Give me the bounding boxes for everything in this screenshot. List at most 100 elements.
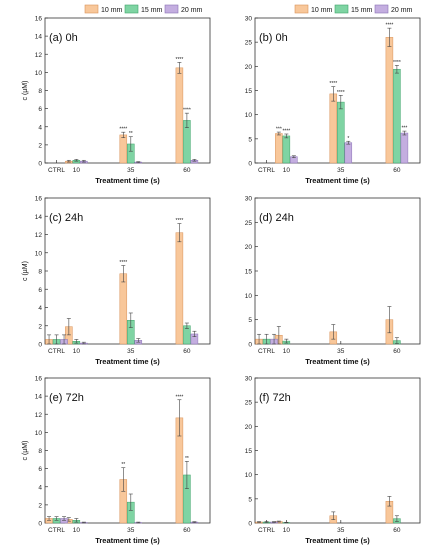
y-tick-label: 10: [245, 112, 253, 119]
y-tick-label: 0: [248, 342, 252, 349]
x-axis-title: Treatment time (s): [95, 176, 160, 185]
y-tick-label: 8: [38, 448, 42, 455]
legend-label: 15 mm: [141, 7, 163, 14]
y-tick-label: 14: [35, 394, 43, 401]
x-tick-label: CTRL: [48, 167, 65, 174]
bar-15mm: [393, 68, 401, 164]
x-axis-title: Treatment time (s): [95, 357, 160, 366]
y-axis-title: c (µM): [22, 441, 29, 461]
y-tick-label: 12: [35, 52, 43, 59]
x-tick-label: 60: [183, 167, 191, 174]
y-tick-label: 4: [38, 484, 42, 491]
y-tick-label: 10: [35, 70, 43, 77]
x-tick-label: 60: [183, 348, 191, 355]
panel-label: (b) 0h: [259, 32, 288, 44]
legend-label: 20 mm: [181, 7, 203, 14]
significance-mark: ***: [276, 127, 282, 133]
legend-swatch: [294, 4, 309, 14]
x-tick-label: 35: [337, 167, 345, 174]
y-tick-label: 5: [248, 317, 252, 324]
x-tick-label: 10: [283, 348, 291, 355]
y-tick-label: 20: [245, 64, 253, 71]
y-tick-label: 20: [245, 424, 253, 431]
bar-15mm: [282, 135, 291, 164]
y-tick-label: 10: [35, 250, 43, 257]
chart-panel: 0 5 10 15 20 25 30 CTRL 10 35 60 (d) 24h Treatment t…: [245, 196, 421, 366]
y-tick-label: 30: [245, 16, 253, 23]
y-tick-label: 14: [35, 214, 43, 221]
y-tick-label: 0: [38, 161, 42, 168]
y-tick-label: 10: [245, 293, 253, 300]
y-tick-label: 6: [38, 106, 42, 113]
y-tick-label: 8: [38, 88, 42, 95]
y-axis-title: c (µM): [22, 261, 29, 281]
y-tick-label: 5: [248, 136, 252, 143]
x-tick-label: 60: [183, 527, 191, 534]
bar-20mm: [344, 142, 353, 164]
chart-panel: 0 2 4 6 8 10 12 14 16 CTRL 10 35 60 **** **** (c) 24h Tr…: [22, 196, 211, 366]
y-tick-label: 4: [38, 305, 42, 312]
legend-label: 20 mm: [391, 7, 413, 14]
x-axis-title: Treatment time (s): [305, 357, 370, 366]
y-tick-label: 2: [38, 323, 42, 330]
significance-mark: **: [185, 456, 189, 462]
significance-mark: ****: [119, 127, 127, 133]
bar-10mm: [175, 67, 184, 164]
bar-10mm: [119, 273, 128, 345]
y-tick-label: 2: [38, 142, 42, 149]
x-tick-label: 35: [337, 348, 345, 355]
significance-mark: ****: [329, 81, 337, 87]
bar-20mm: [400, 132, 409, 164]
y-tick-label: 15: [245, 448, 253, 455]
x-tick-label: 10: [73, 348, 81, 355]
x-tick-label: 35: [127, 167, 135, 174]
x-tick-label: 35: [127, 348, 135, 355]
x-tick-label: CTRL: [258, 527, 275, 534]
x-tick-label: 10: [283, 167, 291, 174]
significance-mark: ****: [337, 90, 345, 96]
panel-label: (e) 72h: [49, 392, 84, 404]
bar-10mm: [175, 232, 184, 345]
x-axis-title: Treatment time (s): [95, 536, 160, 545]
y-tick-label: 5: [248, 496, 252, 503]
panel-label: (f) 72h: [259, 392, 291, 404]
x-tick-label: CTRL: [258, 167, 275, 174]
y-tick-label: 25: [245, 40, 253, 47]
x-tick-label: 35: [337, 527, 345, 534]
legend-swatch: [164, 4, 179, 14]
legend-swatch: [374, 4, 389, 14]
x-tick-label: 60: [393, 527, 401, 534]
bar-10mm: [329, 93, 338, 164]
x-tick-label: 60: [393, 348, 401, 355]
y-tick-label: 15: [245, 88, 253, 95]
bar-10mm: [385, 37, 394, 164]
y-tick-label: 0: [248, 521, 252, 528]
x-tick-label: CTRL: [258, 348, 275, 355]
y-tick-label: 4: [38, 124, 42, 131]
panel-label: (a) 0h: [49, 32, 78, 44]
y-tick-label: 25: [245, 400, 253, 407]
legend-swatch: [124, 4, 139, 14]
y-tick-label: 14: [35, 34, 43, 41]
y-tick-label: 16: [35, 196, 43, 203]
y-tick-label: 20: [245, 244, 253, 251]
significance-mark: *: [347, 136, 349, 142]
panel-label: (d) 24h: [259, 212, 294, 224]
significance-mark: ****: [176, 57, 184, 63]
significance-mark: ***: [401, 126, 407, 132]
x-tick-label: 35: [127, 527, 135, 534]
y-tick-label: 30: [245, 196, 253, 203]
y-tick-label: 6: [38, 287, 42, 294]
y-tick-label: 10: [245, 472, 253, 479]
x-axis-title: Treatment time (s): [305, 176, 370, 185]
x-tick-label: 10: [73, 167, 81, 174]
panel-label: (c) 24h: [49, 212, 83, 224]
significance-mark: ****: [119, 260, 127, 266]
x-axis-title: Treatment time (s): [305, 536, 370, 545]
bar-10mm: [275, 133, 283, 164]
legend-label: 10 mm: [311, 7, 333, 14]
